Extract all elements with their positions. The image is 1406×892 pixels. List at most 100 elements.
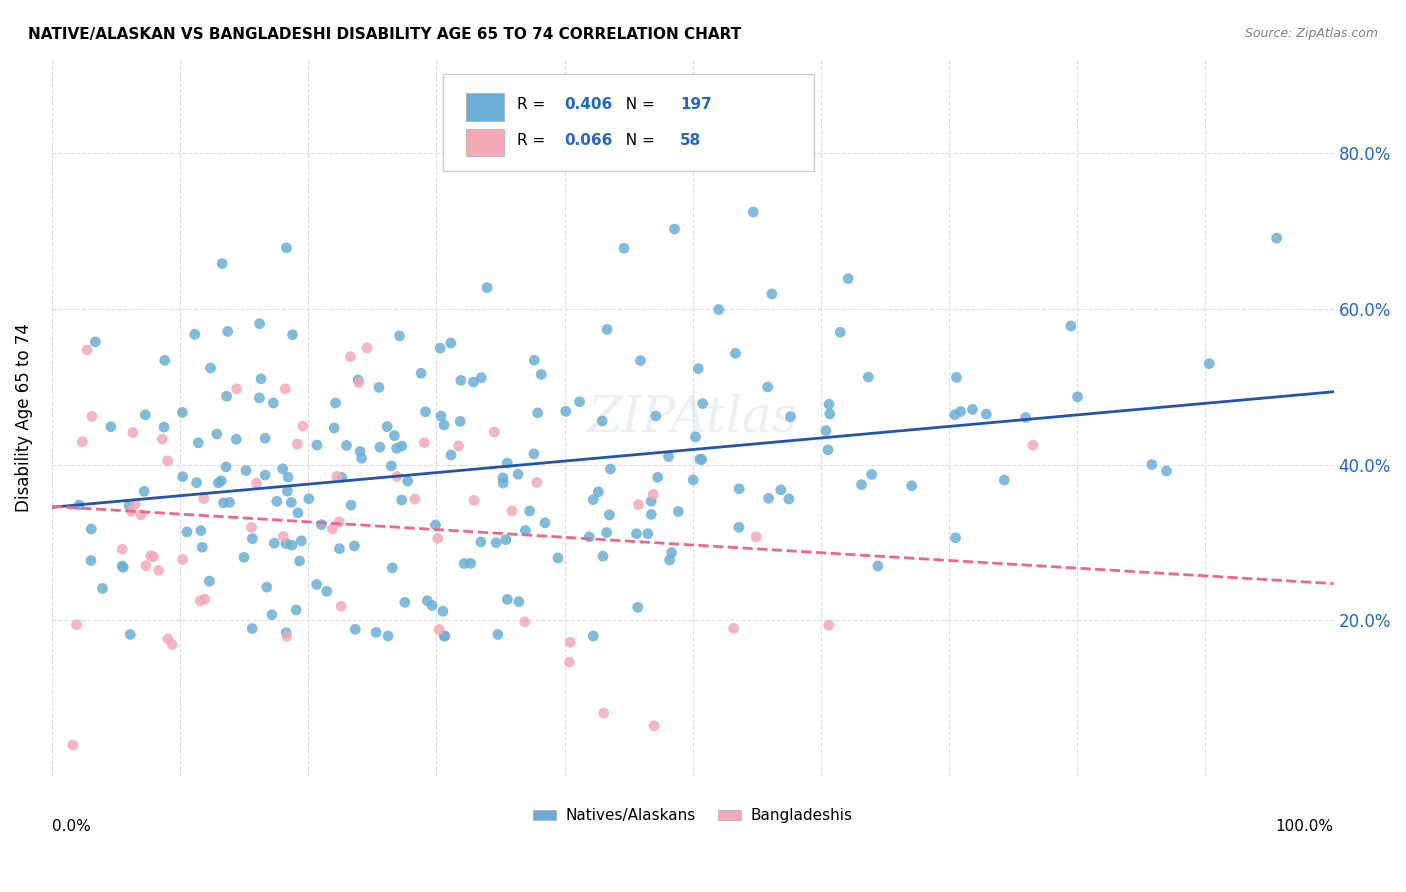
Natives/Alaskans (627, 600, 650, 615)
Natives/Alaskans (381, 561, 404, 575)
Bangladeshis (526, 475, 548, 490)
Natives/Alaskans (778, 491, 800, 506)
Bangladeshis (135, 558, 157, 573)
Natives/Alaskans (429, 341, 451, 355)
Natives/Alaskans (851, 477, 873, 491)
Natives/Alaskans (598, 508, 620, 522)
Natives/Alaskans (211, 256, 233, 270)
Natives/Alaskans (568, 394, 591, 409)
Text: 0.406: 0.406 (564, 97, 613, 112)
Text: ZIPAtlas: ZIPAtlas (588, 393, 797, 442)
Natives/Alaskans (433, 629, 456, 643)
Natives/Alaskans (350, 451, 373, 466)
Natives/Alaskans (347, 373, 370, 387)
Natives/Alaskans (249, 317, 271, 331)
Natives/Alaskans (761, 287, 783, 301)
Natives/Alaskans (758, 491, 780, 506)
Natives/Alaskans (866, 559, 889, 574)
Natives/Alaskans (263, 536, 285, 550)
Bangladeshis (426, 532, 449, 546)
Natives/Alaskans (172, 405, 194, 419)
Natives/Alaskans (682, 473, 704, 487)
Natives/Alaskans (366, 625, 388, 640)
Bangladeshis (484, 425, 506, 439)
Natives/Alaskans (217, 325, 239, 339)
Natives/Alaskans (689, 452, 711, 467)
Natives/Alaskans (530, 368, 553, 382)
Natives/Alaskans (288, 554, 311, 568)
Natives/Alaskans (595, 525, 617, 540)
Bangladeshis (139, 549, 162, 563)
Natives/Alaskans (315, 584, 337, 599)
Natives/Alaskans (592, 549, 614, 564)
Natives/Alaskans (235, 463, 257, 477)
Bangladeshis (156, 454, 179, 468)
Bangladeshis (160, 638, 183, 652)
Natives/Alaskans (492, 476, 515, 491)
Natives/Alaskans (779, 409, 801, 424)
Natives/Alaskans (630, 353, 652, 368)
Bangladeshis (328, 515, 350, 529)
Natives/Alaskans (240, 622, 263, 636)
Natives/Alaskans (728, 520, 751, 534)
Natives/Alaskans (769, 483, 792, 497)
Bangladeshis (111, 542, 134, 557)
Bangladeshis (274, 382, 297, 396)
Natives/Alaskans (205, 427, 228, 442)
Bangladeshis (817, 618, 839, 632)
Natives/Alaskans (328, 541, 350, 556)
Natives/Alaskans (409, 366, 432, 380)
Natives/Alaskans (449, 414, 471, 428)
Bangladeshis (330, 599, 353, 614)
Natives/Alaskans (377, 629, 399, 643)
Natives/Alaskans (416, 593, 439, 607)
Natives/Alaskans (254, 431, 277, 445)
Bangladeshis (172, 552, 194, 566)
Natives/Alaskans (486, 627, 509, 641)
Natives/Alaskans (209, 474, 232, 488)
Bangladeshis (413, 435, 436, 450)
Natives/Alaskans (688, 361, 710, 376)
Natives/Alaskans (582, 492, 605, 507)
Natives/Alaskans (523, 447, 546, 461)
Natives/Alaskans (250, 372, 273, 386)
Natives/Alaskans (1060, 318, 1083, 333)
Natives/Alaskans (460, 557, 482, 571)
Natives/Alaskans (277, 470, 299, 484)
Natives/Alaskans (225, 432, 247, 446)
Natives/Alaskans (271, 462, 294, 476)
Natives/Alaskans (281, 327, 304, 342)
Natives/Alaskans (343, 539, 366, 553)
Bangladeshis (148, 563, 170, 577)
Bangladeshis (142, 549, 165, 564)
Natives/Alaskans (367, 380, 389, 394)
Natives/Alaskans (1156, 464, 1178, 478)
Bangladeshis (339, 350, 361, 364)
Bangladeshis (592, 706, 614, 720)
Bangladeshis (326, 469, 349, 483)
Natives/Alaskans (212, 496, 235, 510)
Natives/Alaskans (80, 553, 103, 567)
Natives/Alaskans (198, 574, 221, 588)
Natives/Alaskans (613, 241, 636, 255)
Natives/Alaskans (153, 420, 176, 434)
Natives/Alaskans (100, 419, 122, 434)
Natives/Alaskans (384, 428, 406, 442)
Natives/Alaskans (1265, 231, 1288, 245)
Natives/Alaskans (817, 442, 839, 457)
Bangladeshis (245, 476, 267, 491)
Natives/Alaskans (118, 499, 141, 513)
Bangladeshis (124, 497, 146, 511)
Bar (465, 94, 505, 120)
Bangladeshis (285, 437, 308, 451)
Natives/Alaskans (534, 516, 557, 530)
Natives/Alaskans (818, 407, 841, 421)
Natives/Alaskans (1015, 410, 1038, 425)
Natives/Alaskans (184, 327, 207, 342)
Natives/Alaskans (432, 604, 454, 618)
Natives/Alaskans (945, 370, 967, 384)
Text: 100.0%: 100.0% (1275, 819, 1334, 834)
Natives/Alaskans (591, 414, 613, 428)
Natives/Alaskans (394, 595, 416, 609)
Natives/Alaskans (344, 622, 367, 636)
